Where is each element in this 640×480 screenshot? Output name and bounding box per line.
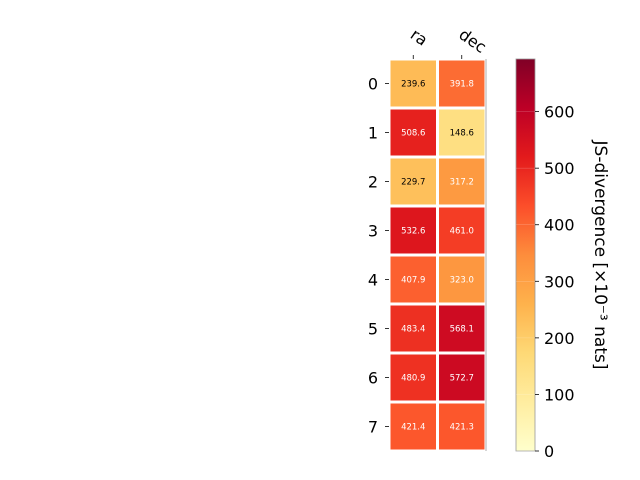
cell-value-label: 239.6	[401, 80, 425, 90]
y-tick-label: 4	[368, 271, 378, 290]
colorbar-tick-label: 0	[544, 442, 554, 461]
cell-value-label: 483.4	[401, 325, 425, 335]
cell-value-label: 148.6	[450, 129, 474, 139]
colorbar-gradient	[515, 58, 536, 452]
y-tick-label: 0	[368, 75, 378, 94]
colorbar-ticks: 0 100 200 300 400 500 600	[516, 103, 575, 461]
y-tick-label: 3	[368, 222, 378, 241]
x-axis-labels: ra dec	[407, 25, 490, 59]
colorbar: 0 100 200 300 400 500 600 JS-divergence [×10⁻³…	[515, 58, 610, 461]
cell-value-label: 532.6	[401, 227, 425, 237]
cell-value-label: 229.7	[401, 178, 425, 188]
colorbar-tick-label: 500	[544, 159, 575, 178]
y-tick-label: 7	[368, 418, 378, 437]
cell-value-label: 572.7	[450, 374, 474, 384]
x-tick-label: dec	[455, 25, 489, 57]
heatmap-cell	[436, 253, 488, 306]
y-tick-label: 2	[368, 173, 378, 192]
heatmap-cell	[436, 400, 488, 453]
x-tick-label: ra	[407, 25, 431, 50]
colorbar-label: JS-divergence [×10⁻³ nats]	[590, 140, 610, 370]
colorbar-tick-label: 200	[544, 329, 575, 348]
heatmap-cell	[436, 204, 488, 257]
colorbar-tick-label: 100	[544, 385, 575, 404]
colorbar-tick-label: 600	[544, 103, 575, 122]
y-tick-label: 5	[368, 320, 378, 339]
cell-value-label: 461.0	[450, 227, 474, 237]
cell-value-label: 317.2	[450, 178, 474, 188]
cell-value-label: 508.6	[401, 129, 425, 139]
cell-value-label: 568.1	[450, 325, 474, 335]
cell-value-label: 407.9	[401, 276, 425, 286]
cell-value-label: 391.8	[450, 80, 474, 90]
cell-value-label: 480.9	[401, 374, 425, 384]
colorbar-tick-label: 300	[544, 272, 575, 291]
y-tick-label: 1	[368, 124, 378, 143]
cell-value-label: 323.0	[450, 276, 474, 286]
colorbar-tick-label: 400	[544, 216, 575, 235]
cell-value-label: 421.3	[450, 423, 474, 433]
y-axis-labels: 0 1 2 3 4 5 6 7	[368, 75, 389, 437]
cell-value-label: 421.4	[401, 423, 425, 433]
heatmap-cells: 239.6 391.8 508.6 148.6 229.7 317.2 532.6 461.0…	[387, 57, 488, 453]
y-tick-label: 6	[368, 369, 378, 388]
